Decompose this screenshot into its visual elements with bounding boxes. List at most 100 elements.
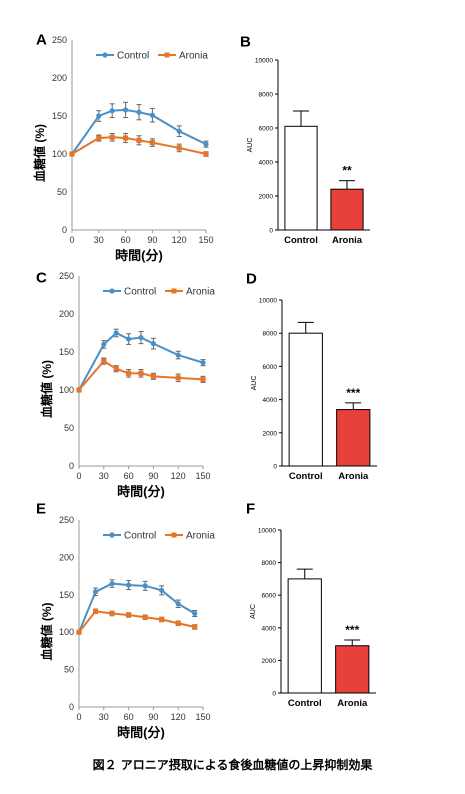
y-tick-label: 200: [59, 309, 74, 319]
legend-marker: [102, 52, 108, 58]
data-point: [96, 135, 102, 141]
data-point: [150, 373, 156, 379]
y-axis-title: 血糖値 (%): [32, 124, 47, 182]
y-tick-label: 4000: [263, 397, 278, 404]
legend-label: Control: [124, 531, 156, 542]
x-axis-title: 時間(分): [117, 725, 165, 740]
data-point: [175, 620, 181, 626]
bar-control: [287, 578, 322, 694]
data-point: [123, 135, 129, 141]
panel-label: D: [246, 270, 257, 287]
panel-e: E 0 50 100 150 200 250 0 30 60 90 120 150 時間(分) 血糖値 (%…: [36, 500, 215, 740]
data-point: [200, 360, 206, 366]
category-label: Aronia: [338, 471, 369, 482]
x-tick-label: 120: [172, 235, 187, 245]
data-point: [149, 140, 155, 146]
category-label: Control: [289, 471, 323, 482]
legend-label: Control: [124, 287, 156, 298]
y-tick-label: 2000: [263, 430, 278, 437]
x-tick-label: 150: [195, 712, 210, 722]
x-tick-label: 90: [148, 712, 158, 722]
panel-label: A: [36, 31, 47, 48]
y-axis-title: AUC: [247, 138, 254, 153]
data-point: [142, 614, 148, 620]
data-point: [150, 341, 156, 347]
y-tick-label: 0: [69, 702, 74, 712]
y-tick-label: 8000: [263, 331, 278, 338]
data-point: [192, 624, 198, 630]
y-tick-label: 50: [64, 423, 74, 433]
data-point: [142, 583, 148, 589]
data-point: [175, 601, 181, 607]
data-point: [109, 610, 115, 617]
data-point: [101, 358, 107, 364]
data-point: [136, 109, 142, 115]
panel-b: B 0 2000 4000 6000 8000 10000 AUC Control Aronia *…: [240, 33, 370, 246]
data-point: [176, 145, 182, 151]
y-tick-label: 250: [52, 35, 67, 45]
panel-a: A 0 50 100 150 200 250 0 30 60 90 120 150 時間(分) 血糖値 (%…: [32, 31, 214, 263]
x-axis-title: 時間(分): [115, 248, 163, 263]
y-tick-label: 200: [59, 552, 74, 562]
bar-aronia: [330, 188, 364, 231]
data-point: [123, 107, 129, 113]
x-tick-label: 120: [171, 471, 186, 481]
y-tick-label: 0: [269, 228, 273, 235]
y-tick-label: 200: [52, 73, 67, 83]
y-tick-label: 6000: [263, 364, 278, 371]
y-tick-label: 4000: [262, 625, 277, 632]
data-point: [203, 151, 209, 157]
bar-aronia: [335, 645, 370, 694]
data-point: [138, 334, 144, 341]
data-point: [92, 608, 99, 614]
data-point: [126, 336, 132, 342]
x-tick-label: 90: [147, 235, 157, 245]
y-tick-label: 100: [59, 385, 74, 395]
data-point: [175, 375, 181, 381]
x-tick-label: 90: [148, 471, 158, 481]
data-point: [76, 629, 82, 635]
data-point: [136, 137, 142, 143]
panel-label: F: [246, 500, 255, 517]
y-tick-label: 8000: [259, 92, 274, 99]
data-point: [200, 376, 206, 382]
y-tick-label: 50: [64, 665, 74, 675]
x-tick-label: 60: [124, 712, 134, 722]
x-tick-label: 150: [195, 471, 210, 481]
panel-c: C 0 50 100 150 200 250 0 30 60 90 120 150 時間(分) 血糖値 (%…: [36, 269, 215, 499]
x-tick-label: 150: [198, 235, 213, 245]
x-tick-label: 0: [76, 471, 81, 481]
category-label: Aronia: [337, 698, 368, 709]
y-tick-label: 150: [52, 111, 67, 121]
x-tick-label: 0: [76, 712, 81, 722]
panel-d: D 0 2000 4000 6000 8000 10000 AUC Control Aronia *…: [246, 270, 377, 482]
category-label: Control: [284, 235, 318, 246]
y-tick-label: 10000: [259, 298, 277, 305]
x-tick-label: 30: [94, 235, 104, 245]
data-point: [159, 616, 165, 623]
legend-marker: [109, 532, 115, 538]
y-tick-label: 100: [52, 149, 67, 159]
data-point: [109, 108, 115, 114]
data-point: [92, 589, 99, 595]
y-axis-title: AUC: [251, 376, 258, 391]
x-tick-label: 60: [124, 471, 134, 481]
data-point: [159, 587, 165, 593]
panel-f: F 0 2000 4000 6000 8000 10000 AUC Control Aronia *…: [246, 500, 376, 709]
data-point: [126, 582, 132, 588]
data-point: [192, 610, 198, 617]
data-point: [101, 341, 107, 347]
y-tick-label: 6000: [262, 593, 277, 600]
bar-control: [288, 332, 323, 467]
data-point: [203, 141, 209, 147]
panel-label: C: [36, 269, 47, 286]
series-line-aronia: [78, 610, 195, 633]
data-point: [96, 113, 102, 119]
y-tick-label: 10000: [255, 58, 273, 65]
series-line-control: [78, 582, 196, 633]
legend-label: Aronia: [186, 287, 215, 298]
y-tick-label: 4000: [259, 160, 274, 167]
legend-marker: [171, 532, 177, 538]
x-tick-label: 30: [99, 712, 109, 722]
y-tick-label: 150: [59, 590, 74, 600]
